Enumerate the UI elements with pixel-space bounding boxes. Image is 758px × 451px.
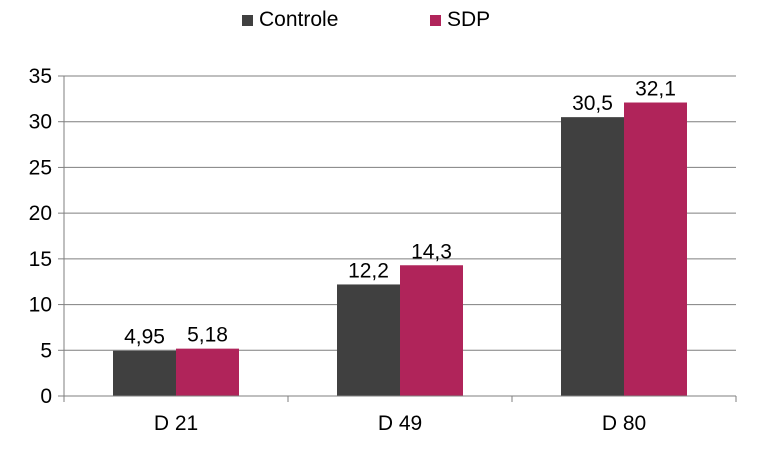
y-tick-label: 30 <box>29 111 52 134</box>
data-label: 32,1 <box>635 78 676 101</box>
bar-controle-d49 <box>337 284 400 396</box>
x-tick-label: D 21 <box>154 412 198 435</box>
data-label: 12,2 <box>348 259 389 282</box>
y-tick-label: 5 <box>40 339 52 362</box>
legend-label-controle: Controle <box>259 8 339 31</box>
legend-label-sdp: SDP <box>447 8 491 31</box>
chart-legend: Controle SDP <box>0 8 758 34</box>
x-tick-label: D 80 <box>602 412 646 435</box>
bar-sdp-d80 <box>624 102 687 396</box>
bar-controle-d80 <box>561 117 624 397</box>
data-label: 14,3 <box>411 240 452 263</box>
x-tick-label: D 49 <box>378 412 422 435</box>
y-tick-label: 20 <box>29 202 52 225</box>
axes: 0 5 10 15 20 25 30 35 D 21 D 49 D 80 <box>29 65 737 435</box>
bars <box>113 102 687 397</box>
bar-controle-d21 <box>113 350 176 396</box>
legend-item-sdp: SDP <box>430 8 490 32</box>
bar-sdp-d49 <box>400 265 463 396</box>
bar-sdp-d21 <box>176 348 239 396</box>
y-tick-label: 15 <box>29 248 52 271</box>
data-label: 30,5 <box>572 92 613 115</box>
data-labels: 4,95 5,18 12,2 14,3 30,5 32,1 <box>124 78 676 349</box>
legend-swatch-controle <box>242 14 253 26</box>
data-label: 4,95 <box>124 326 165 349</box>
y-tick-label: 10 <box>29 294 52 317</box>
legend-item-controle: Controle <box>242 8 338 32</box>
y-tick-label: 35 <box>29 65 52 88</box>
legend-swatch-sdp <box>430 14 441 26</box>
y-tick-label: 25 <box>29 156 52 179</box>
y-tick-label: 0 <box>40 385 52 408</box>
data-label: 5,18 <box>187 324 228 347</box>
